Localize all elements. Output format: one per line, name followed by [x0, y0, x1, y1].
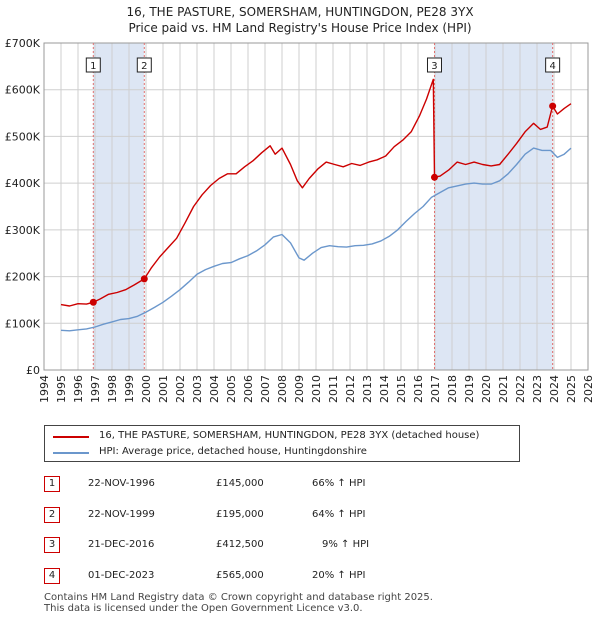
y-tick-label: £300K — [5, 224, 41, 237]
y-tick-label: £600K — [5, 84, 41, 97]
x-tick-label: 2004 — [208, 375, 221, 403]
transaction-hpi-change: 9% ↑ HPI — [322, 539, 370, 550]
x-tick-label: 2003 — [191, 375, 204, 403]
x-tick-label: 2023 — [531, 375, 544, 403]
y-tick-label: £200K — [5, 271, 41, 284]
x-tick-label: 1994 — [38, 375, 51, 403]
transaction-row: 3 21-DEC-2016 £412,500 9% ↑ HPI — [44, 537, 444, 555]
legend-swatch-hpi — [53, 452, 89, 454]
transaction-row: 1 22-NOV-1996 £145,000 66% ↑ HPI — [44, 476, 444, 494]
x-tick-label: 2016 — [412, 375, 425, 403]
sale-point — [89, 298, 97, 306]
legend-swatch-property — [53, 436, 89, 438]
x-tick-label: 2010 — [310, 375, 323, 403]
transaction-date: 22-NOV-1996 — [88, 478, 155, 489]
transaction-hpi-change: 66% ↑ HPI — [312, 478, 366, 489]
transaction-date: 21-DEC-2016 — [88, 539, 155, 550]
x-tick-label: 2009 — [293, 375, 306, 403]
transaction-date: 01-DEC-2023 — [88, 570, 155, 581]
transaction-number-badge: 2 — [44, 507, 60, 523]
y-tick-label: £400K — [5, 177, 41, 190]
transaction-price: £565,000 — [216, 570, 264, 581]
x-tick-label: 1995 — [55, 375, 68, 403]
x-tick-label: 2022 — [514, 375, 527, 403]
chart-subtitle: Price paid vs. HM Land Registry's House … — [128, 21, 472, 35]
shaded-range — [93, 43, 145, 370]
sale-number-label: 2 — [141, 61, 147, 72]
transaction-hpi-change: 64% ↑ HPI — [312, 509, 366, 520]
x-tick-label: 2014 — [378, 375, 391, 403]
legend-label-hpi: HPI: Average price, detached house, Hunt… — [99, 446, 367, 457]
x-tick-label: 2001 — [157, 375, 170, 403]
transaction-price: £412,500 — [216, 539, 264, 550]
sale-number-label: 1 — [90, 61, 96, 72]
chart-title: 16, THE PASTURE, SOMERSHAM, HUNTINGDON, … — [126, 5, 474, 19]
transaction-number-badge: 4 — [44, 568, 60, 584]
x-tick-label: 2008 — [276, 375, 289, 403]
chart-legend: 16, THE PASTURE, SOMERSHAM, HUNTINGDON, … — [44, 425, 520, 462]
x-tick-label: 1997 — [89, 375, 102, 403]
x-tick-label: 2026 — [582, 375, 595, 403]
property-series-line — [60, 78, 572, 307]
x-tick-label: 2007 — [259, 375, 272, 403]
sale-number-label: 4 — [549, 61, 555, 72]
sale-point — [549, 102, 557, 110]
x-tick-label: 2013 — [361, 375, 374, 403]
transaction-date: 22-NOV-1999 — [88, 509, 155, 520]
x-tick-label: 2012 — [344, 375, 357, 403]
x-tick-label: 1999 — [123, 375, 136, 403]
sale-number-box — [85, 57, 101, 73]
x-tick-label: 2019 — [463, 375, 476, 403]
sale-point — [140, 275, 148, 283]
legend-label-property: 16, THE PASTURE, SOMERSHAM, HUNTINGDON, … — [99, 430, 480, 441]
y-tick-label: £700K — [5, 37, 41, 50]
y-tick-label: £100K — [5, 317, 41, 330]
transaction-price: £195,000 — [216, 509, 264, 520]
sale-number-box — [136, 57, 152, 73]
x-tick-label: 2000 — [140, 375, 153, 403]
transaction-row: 2 22-NOV-1999 £195,000 64% ↑ HPI — [44, 507, 444, 525]
x-tick-label: 2025 — [565, 375, 578, 403]
footer-copyright: Contains HM Land Registry data © Crown c… — [44, 592, 433, 603]
footer-licence: This data is licensed under the Open Gov… — [44, 603, 363, 614]
sale-number-box — [426, 57, 442, 73]
x-tick-label: 2015 — [395, 375, 408, 403]
x-tick-label: 2011 — [327, 375, 340, 403]
x-tick-label: 2020 — [480, 375, 493, 403]
plot-frame — [43, 42, 589, 371]
sale-point — [430, 173, 438, 181]
sale-number-box — [545, 57, 561, 73]
sale-number-label: 3 — [431, 61, 437, 72]
transaction-number-badge: 1 — [44, 476, 60, 492]
y-tick-label: £0 — [26, 364, 40, 377]
x-tick-label: 2002 — [174, 375, 187, 403]
hpi-series-line — [60, 147, 572, 332]
transaction-number-badge: 3 — [44, 537, 60, 553]
y-tick-label: £500K — [5, 130, 41, 143]
transaction-price: £145,000 — [216, 478, 264, 489]
x-tick-label: 2024 — [548, 375, 561, 403]
x-tick-label: 2018 — [446, 375, 459, 403]
x-tick-label: 2005 — [225, 375, 238, 403]
transaction-row: 4 01-DEC-2023 £565,000 20% ↑ HPI — [44, 568, 444, 586]
x-tick-label: 2017 — [429, 375, 442, 403]
shaded-range — [434, 43, 553, 370]
x-tick-label: 1998 — [106, 375, 119, 403]
x-tick-label: 1996 — [72, 375, 85, 403]
x-tick-label: 2006 — [242, 375, 255, 403]
transaction-hpi-change: 20% ↑ HPI — [312, 570, 366, 581]
price-chart: £0 £100K £200K £300K £400K £500K £600K £700K 199… — [5, 37, 595, 403]
x-tick-label: 2021 — [497, 375, 510, 403]
